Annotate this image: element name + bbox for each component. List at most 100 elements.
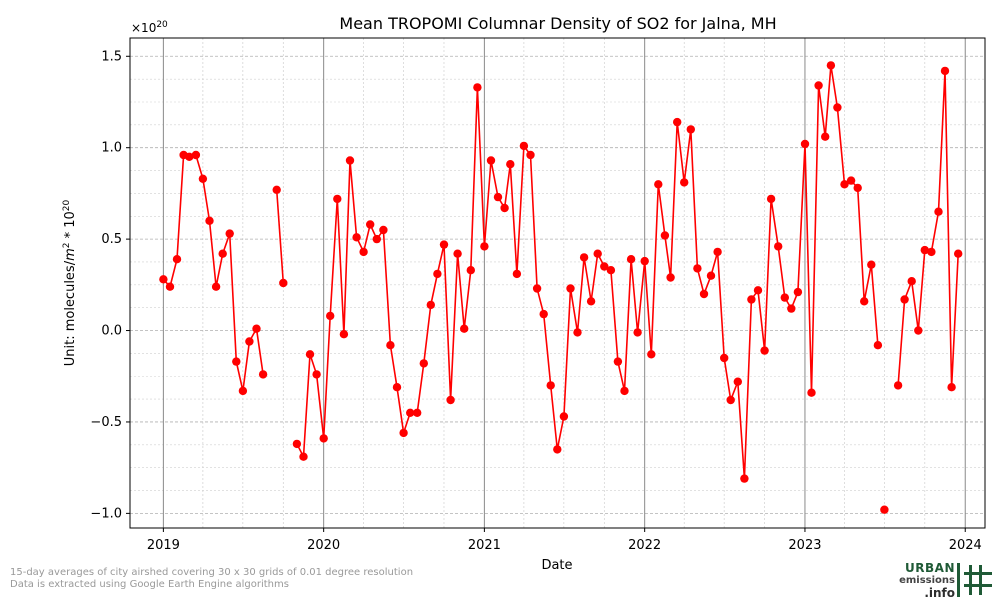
data-point — [272, 185, 281, 194]
data-point — [600, 262, 609, 271]
data-point — [626, 255, 636, 264]
data-point — [780, 293, 789, 302]
data-point — [252, 324, 261, 333]
data-point — [733, 377, 742, 386]
data-point — [760, 346, 769, 355]
logo-word-info: .info — [924, 586, 955, 600]
data-point — [225, 229, 234, 238]
x-tick-label: 2024 — [949, 538, 982, 553]
data-point — [873, 341, 883, 350]
data-point — [506, 160, 515, 169]
data-point — [579, 253, 589, 262]
data-point — [159, 275, 168, 284]
data-point — [245, 337, 254, 346]
data-point — [800, 139, 810, 149]
data-point — [666, 273, 675, 282]
data-point — [191, 150, 201, 160]
data-point — [359, 247, 368, 257]
series-line — [162, 153, 264, 392]
series-line — [296, 65, 879, 479]
data-point — [726, 395, 735, 405]
data-point — [860, 297, 869, 306]
data-point — [793, 287, 803, 297]
data-point — [934, 207, 943, 216]
y-label-exp: 20 — [62, 199, 72, 211]
data-point — [279, 278, 288, 288]
y-tick-label: −1.0 — [90, 506, 122, 521]
x-tick-label: 2023 — [788, 538, 821, 553]
data-point — [326, 311, 335, 321]
data-point — [713, 247, 722, 257]
data-point — [399, 428, 408, 438]
x-tick-label: 2022 — [628, 538, 661, 553]
y-label-m-exp: 2 — [62, 243, 72, 249]
series-line — [897, 70, 959, 388]
data-point — [333, 194, 342, 204]
y-tick-label: −0.5 — [90, 415, 122, 430]
data-point — [920, 245, 929, 255]
data-point — [840, 180, 849, 189]
footnote-line-2: Data is extracted using Google Earth Eng… — [10, 579, 289, 590]
footnote-line-1: 15-day averages of city airshed covering… — [10, 567, 414, 578]
data-point — [299, 452, 308, 461]
data-point — [172, 255, 182, 264]
data-point — [654, 180, 663, 189]
data-point — [500, 203, 509, 213]
data-point — [473, 83, 482, 92]
data-point — [345, 156, 355, 165]
data-point — [900, 295, 909, 304]
logo-grid-icon — [957, 563, 992, 597]
data-point — [774, 242, 783, 251]
data-point — [339, 330, 349, 339]
data-point — [218, 249, 227, 258]
data-point — [680, 178, 689, 187]
data-point — [559, 412, 569, 421]
data-point — [853, 183, 862, 193]
data-point — [211, 282, 221, 291]
y-tick-label: 1.5 — [101, 49, 122, 64]
data-point — [453, 249, 462, 258]
data-point — [426, 300, 435, 310]
data-point — [947, 383, 956, 392]
data-point — [433, 269, 442, 279]
data-point — [392, 383, 402, 392]
data-point — [846, 176, 856, 185]
x-tick-label: 2020 — [307, 538, 340, 553]
data-point — [833, 103, 842, 112]
data-point — [460, 324, 469, 333]
data-point — [927, 247, 936, 257]
x-tick-label: 2019 — [147, 538, 180, 553]
data-point — [699, 289, 709, 299]
data-point — [880, 505, 889, 514]
plot-frame — [129, 37, 986, 529]
data-point — [372, 234, 381, 244]
data-point — [312, 370, 321, 379]
data-point — [954, 249, 963, 258]
data-point — [486, 156, 496, 165]
data-point — [566, 284, 575, 293]
data-point — [258, 370, 268, 379]
data-point — [673, 117, 682, 127]
data-point — [867, 260, 876, 269]
data-point — [366, 220, 375, 229]
data-point — [238, 386, 248, 396]
data-point — [787, 304, 796, 313]
data-point — [532, 284, 542, 293]
data-point — [766, 194, 776, 204]
data-point — [406, 408, 415, 417]
data-point — [205, 216, 214, 225]
data-point — [319, 434, 328, 443]
y-offset-exp: 20 — [156, 20, 168, 30]
data-point — [439, 240, 449, 249]
logo-word-urban: URBAN — [905, 561, 955, 575]
y-label-mid: * 10 — [63, 211, 78, 242]
data-point — [185, 152, 194, 161]
data-point — [660, 231, 670, 240]
data-point — [640, 256, 649, 266]
y-tick-label: 0.0 — [101, 324, 122, 339]
data-point — [706, 271, 716, 280]
data-point — [419, 359, 428, 368]
series-line — [275, 189, 285, 284]
data-point — [907, 277, 916, 286]
